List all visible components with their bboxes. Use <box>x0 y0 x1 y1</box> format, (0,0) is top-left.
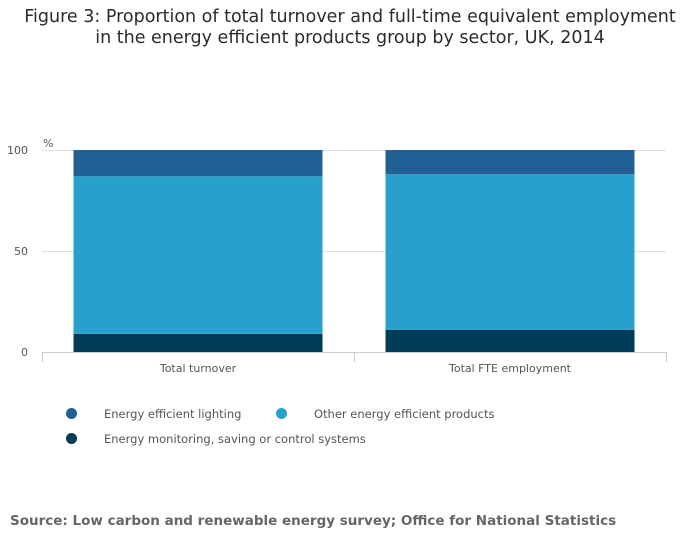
legend-item-energy-monitoring-systems: Energy monitoring, saving or control sys… <box>66 431 366 447</box>
bar-total-fte-employment-series-1 <box>385 174 635 330</box>
bar-total-turnover-series-2 <box>73 150 323 177</box>
y-tick-label-50: 50 <box>14 245 28 258</box>
legend-marker-icon <box>66 408 77 419</box>
legend-item-other-energy-efficient-products: Other energy efficient products <box>276 406 495 422</box>
chart-title-line-2: in the energy efficient products group b… <box>95 28 605 48</box>
bar-total-fte-employment-series-2 <box>385 150 635 175</box>
x-category-label-1: Total FTE employment <box>448 362 572 375</box>
legend-label: Other energy efficient products <box>314 407 495 421</box>
bar-total-turnover-series-1 <box>73 176 323 334</box>
bars <box>73 150 635 352</box>
source-note: Source: Low carbon and renewable energy … <box>10 513 617 529</box>
bar-total-fte-employment-series-0 <box>385 329 635 352</box>
legend-item-energy-efficient-lighting: Energy efficient lighting <box>66 406 241 422</box>
legend-label: Energy efficient lighting <box>104 407 242 421</box>
legend-marker-icon <box>66 433 77 444</box>
y-axis-unit-label: % <box>43 137 53 150</box>
axes: 0 50 100% Total turnover Total FTE employmen… <box>7 137 667 375</box>
bar-total-turnover-series-0 <box>73 333 323 352</box>
legend-marker-icon <box>276 408 287 419</box>
x-category-label-0: Total turnover <box>159 362 237 375</box>
y-tick-label-0: 0 <box>21 346 28 359</box>
y-tick-label-100: 100 <box>7 144 28 157</box>
chart-title: Figure 3: Proportion of total turnover a… <box>0 7 700 49</box>
legend-label: Energy monitoring, saving or control sys… <box>104 432 366 446</box>
chart-title-line-1: Figure 3: Proportion of total turnover a… <box>24 7 676 27</box>
